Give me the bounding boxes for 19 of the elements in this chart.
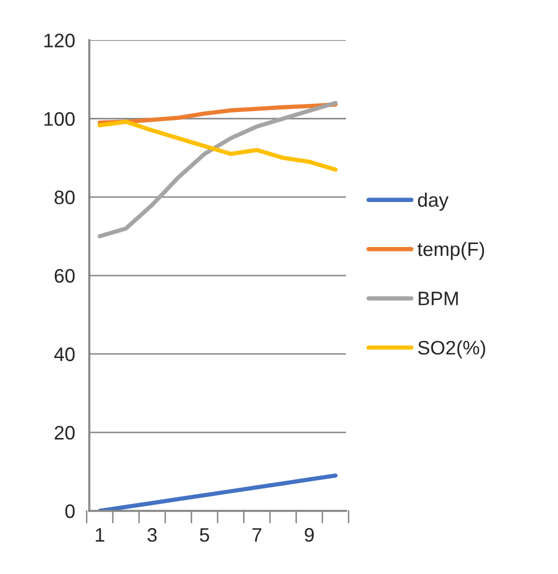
y-tick-label: 120 (44, 34, 75, 48)
legend-label: day (418, 192, 449, 211)
y-tick-label: 40 (54, 347, 75, 362)
line-series (98, 120, 338, 172)
line-series (98, 100, 338, 238)
line-series (98, 473, 338, 511)
x-tick-label: 3 (147, 528, 157, 542)
y-tick-label: 80 (54, 190, 75, 204)
y-tick-label: 100 (44, 112, 75, 126)
x-tick-label: 9 (304, 528, 314, 542)
y-tick-label: 0 (65, 504, 75, 518)
y-tick-label: 20 (54, 426, 75, 440)
x-tick-label: 5 (200, 528, 210, 542)
x-tick-label: 1 (96, 528, 104, 542)
legend-label: SO2(%) (418, 340, 486, 358)
x-tick-label: 7 (252, 528, 262, 542)
legend-label: BPM (418, 292, 458, 306)
y-tick-label: 60 (54, 268, 75, 283)
legend-label: temp(F) (418, 242, 484, 260)
